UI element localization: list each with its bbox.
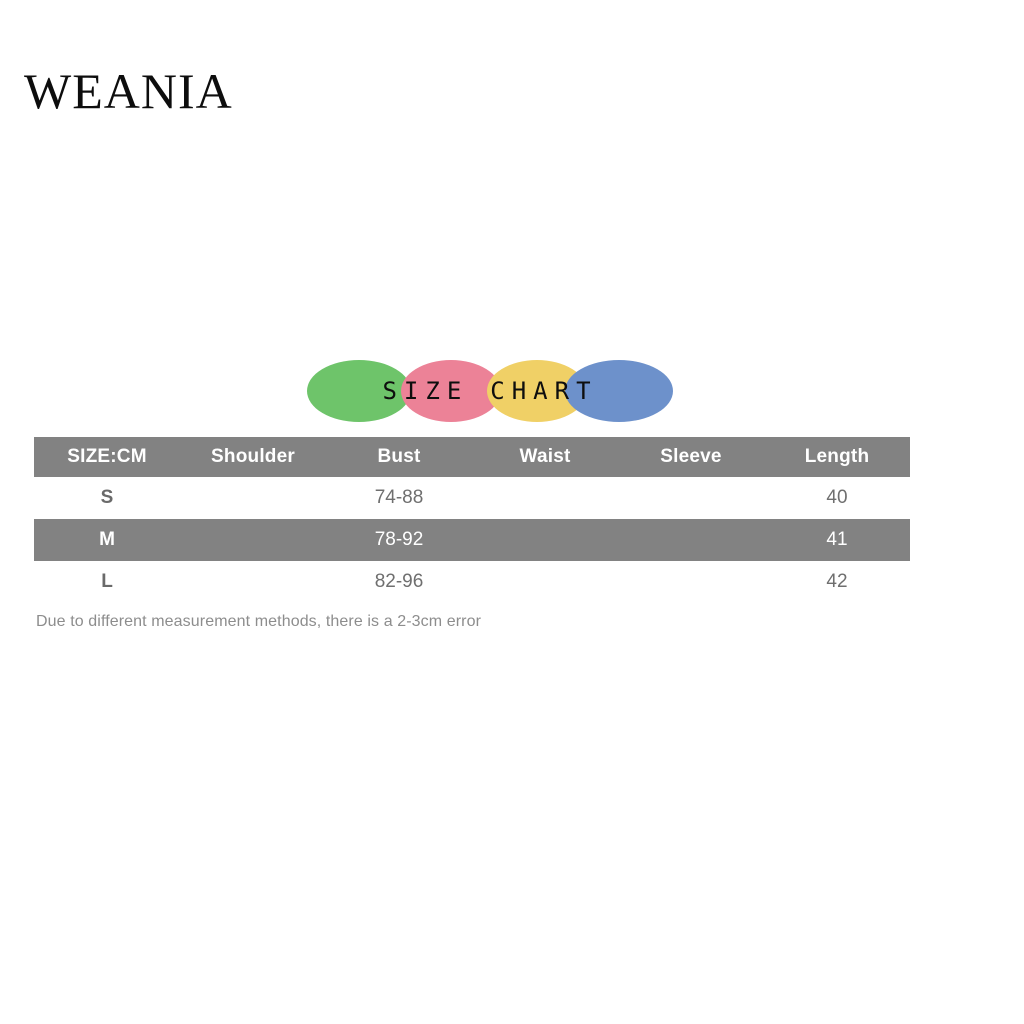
size-chart-banner: SIZE CHART	[305, 356, 675, 426]
table-row: M 78-92 41	[34, 519, 910, 561]
cell-length: 41	[764, 519, 910, 561]
cell-length: 40	[826, 487, 848, 508]
cell-bust: 82-96	[374, 571, 424, 592]
cell-length: 42	[826, 571, 848, 592]
cell-size: S	[100, 487, 114, 508]
cell-shoulder	[180, 477, 326, 519]
table-row: S 74-88 40	[34, 477, 910, 519]
cell-bust: 78-92	[326, 519, 472, 561]
cell-waist	[472, 519, 618, 561]
cell-shoulder	[180, 519, 326, 561]
column-header-length: Length	[764, 437, 910, 477]
table-row: L 82-96 42	[34, 561, 910, 603]
cell-bust: 74-88	[374, 487, 424, 508]
measurement-disclaimer: Due to different measurement methods, th…	[36, 613, 482, 630]
cell-sleeve	[618, 477, 764, 519]
cell-waist	[472, 477, 618, 519]
cell-sleeve	[618, 561, 764, 603]
cell-size: M	[34, 519, 180, 561]
column-header-shoulder: Shoulder	[180, 437, 326, 477]
banner-title: SIZE CHART	[305, 356, 675, 426]
pink-blob	[401, 360, 501, 422]
cell-size: L	[101, 571, 113, 592]
column-header-size: SIZE:CM	[34, 437, 180, 477]
table-header-row: SIZE:CM Shoulder Bust Waist Sleeve Lengt…	[34, 437, 910, 477]
cell-waist	[472, 561, 618, 603]
size-chart-table: SIZE:CM Shoulder Bust Waist Sleeve Lengt…	[34, 437, 910, 603]
column-header-sleeve: Sleeve	[618, 437, 764, 477]
banner-title-secondary: CHART	[490, 377, 598, 405]
cell-shoulder	[180, 561, 326, 603]
green-blob	[307, 360, 411, 422]
column-header-waist: Waist	[472, 437, 618, 477]
column-header-bust: Bust	[326, 437, 472, 477]
blue-blob	[565, 360, 673, 422]
banner-title-primary: SIZE	[382, 377, 469, 405]
cell-sleeve	[618, 519, 764, 561]
brand-logo: WEANIA	[24, 63, 233, 119]
